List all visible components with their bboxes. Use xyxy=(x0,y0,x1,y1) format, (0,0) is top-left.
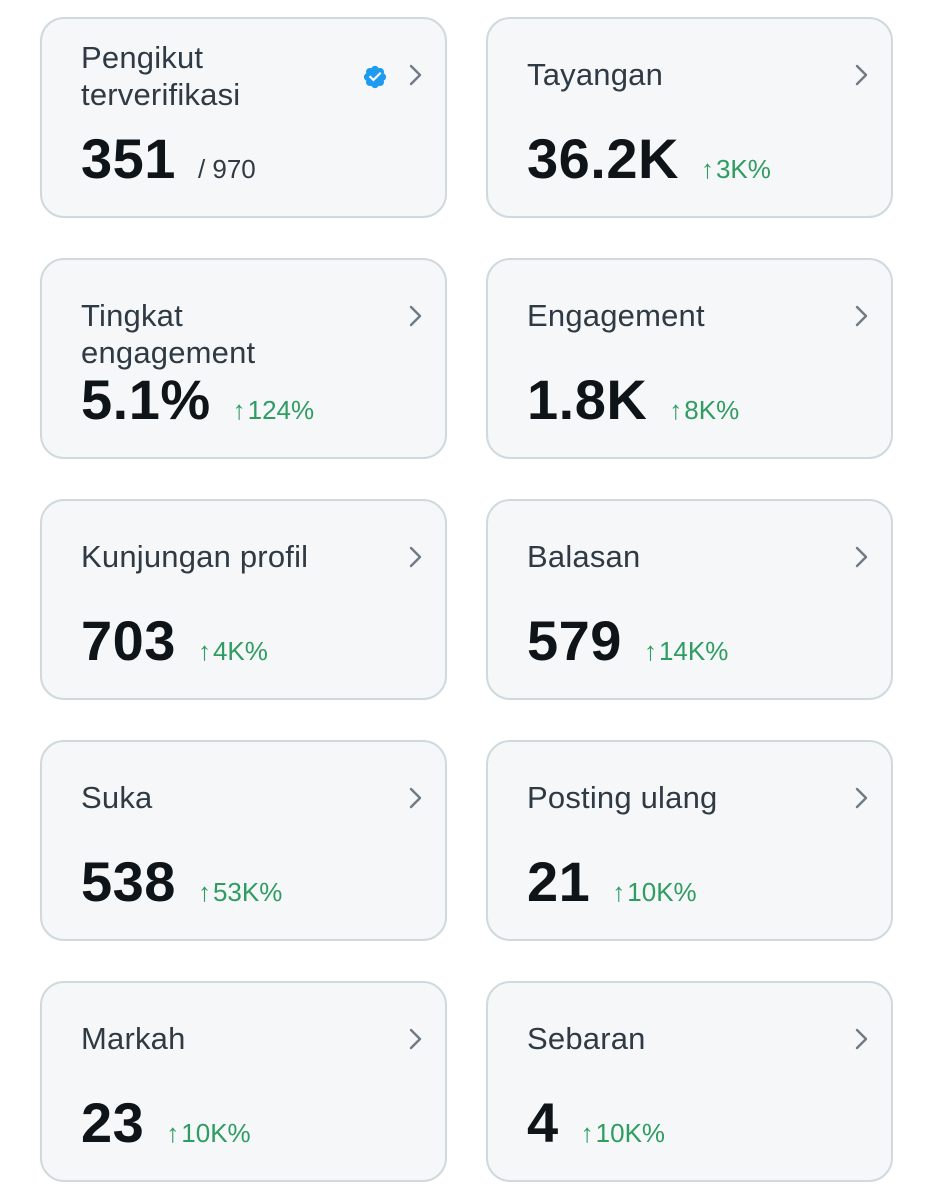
stat-delta: ↑ 10K% xyxy=(581,1118,665,1149)
stat-delta-value: 3K% xyxy=(715,154,771,184)
stat-value-row: 5.1% ↑ 124% xyxy=(81,368,314,432)
stat-value: 23 xyxy=(81,1091,145,1154)
stat-delta-value: 124% xyxy=(247,395,315,425)
stat-delta-value: 10K% xyxy=(595,1118,666,1148)
stat-value-row: 703 ↑ 4K% xyxy=(81,609,268,673)
stat-delta-value: 10K% xyxy=(181,1118,251,1148)
stat-card-engagement-rate[interactable]: Tingkat engagement 5.1% ↑ 124% xyxy=(40,258,447,459)
stat-value-row: 538 ↑ 53K% xyxy=(81,850,282,914)
stat-label: Balasan xyxy=(527,539,641,574)
stat-label: Tayangan xyxy=(527,57,664,92)
stat-value: 351 xyxy=(81,127,176,190)
chevron-right-icon xyxy=(851,786,873,810)
stat-card-bookmarks[interactable]: Markah 23 ↑ 10K% xyxy=(40,981,447,1182)
stat-card-verified-followers[interactable]: Pengikut terverifikasi 351 / 970 xyxy=(40,17,447,218)
stat-delta: ↑ 10K% xyxy=(612,877,696,908)
stat-value: 36.2K xyxy=(527,127,679,190)
stat-label: Sebaran xyxy=(527,1021,646,1056)
stat-delta-value: 4K% xyxy=(212,636,268,666)
stat-delta-value: 14K% xyxy=(658,636,729,666)
stat-card-engagement[interactable]: Engagement 1.8K ↑ 8K% xyxy=(486,258,893,459)
stat-card-replies[interactable]: Balasan 579 ↑ 14K% xyxy=(486,499,893,700)
stat-label: Kunjungan profil xyxy=(81,539,309,574)
chevron-right-icon xyxy=(405,1027,427,1051)
stat-card-shares[interactable]: Sebaran 4 ↑ 10K% xyxy=(486,981,893,1182)
chevron-right-icon xyxy=(405,545,427,569)
stat-delta-value: 10K% xyxy=(627,877,697,907)
stat-delta: ↑ 3K% xyxy=(701,154,771,185)
chevron-right-icon xyxy=(851,545,873,569)
chevron-right-icon xyxy=(851,1027,873,1051)
stat-total: / 970 xyxy=(197,154,256,184)
arrow-up-icon: ↑ xyxy=(669,395,683,425)
stat-value: 4 xyxy=(527,1091,559,1154)
stat-delta: ↑ 14K% xyxy=(644,636,728,667)
stat-card-reposts[interactable]: Posting ulang 21 ↑ 10K% xyxy=(486,740,893,941)
stat-delta: ↑ 8K% xyxy=(669,395,739,426)
stat-value-row: 23 ↑ 10K% xyxy=(81,1091,251,1155)
stat-value: 21 xyxy=(527,850,591,913)
chevron-right-icon xyxy=(405,63,427,87)
stat-delta: ↑ 124% xyxy=(233,395,315,426)
stat-delta-value: 53K% xyxy=(212,877,283,907)
stat-value: 703 xyxy=(81,609,176,672)
stat-value-row: 1.8K ↑ 8K% xyxy=(527,368,739,432)
stat-card-profile-visits[interactable]: Kunjungan profil 703 ↑ 4K% xyxy=(40,499,447,700)
arrow-up-icon: ↑ xyxy=(612,877,626,907)
arrow-up-icon: ↑ xyxy=(197,636,211,666)
stat-value-row: 4 ↑ 10K% xyxy=(527,1091,665,1155)
stat-value-row: 21 ↑ 10K% xyxy=(527,850,697,914)
stat-value: 1.8K xyxy=(527,368,648,431)
arrow-up-icon: ↑ xyxy=(643,636,657,666)
stats-grid: Pengikut terverifikasi 351 / 970 Tayanga… xyxy=(40,17,893,1182)
stat-card-impressions[interactable]: Tayangan 36.2K ↑ 3K% xyxy=(486,17,893,218)
stat-value-row: 36.2K ↑ 3K% xyxy=(527,127,771,191)
arrow-up-icon: ↑ xyxy=(232,395,246,425)
stat-label: Posting ulang xyxy=(527,780,718,815)
stat-card-likes[interactable]: Suka 538 ↑ 53K% xyxy=(40,740,447,941)
stat-label: Markah xyxy=(81,1021,186,1056)
stat-value-row: 351 / 970 xyxy=(81,127,256,191)
stat-value: 5.1% xyxy=(81,368,211,431)
stat-delta: ↑ 53K% xyxy=(198,877,282,908)
stat-label: Tingkat engagement xyxy=(81,298,256,370)
arrow-up-icon: ↑ xyxy=(700,154,714,184)
stat-value-row: 579 ↑ 14K% xyxy=(527,609,728,673)
stat-label: Engagement xyxy=(527,298,705,333)
arrow-up-icon: ↑ xyxy=(197,877,211,907)
stat-delta: ↑ 10K% xyxy=(166,1118,250,1149)
stat-label: Suka xyxy=(81,780,153,815)
verified-badge-icon xyxy=(362,64,388,90)
stat-delta-value: 8K% xyxy=(684,395,740,425)
chevron-right-icon xyxy=(405,786,427,810)
chevron-right-icon xyxy=(851,63,873,87)
arrow-up-icon: ↑ xyxy=(166,1118,180,1148)
chevron-right-icon xyxy=(851,304,873,328)
stat-delta: ↑ 4K% xyxy=(198,636,268,667)
chevron-right-icon xyxy=(405,304,427,328)
stat-value: 538 xyxy=(81,850,176,913)
stat-label: Pengikut terverifikasi xyxy=(81,40,241,112)
arrow-up-icon: ↑ xyxy=(580,1118,594,1148)
stat-value: 579 xyxy=(527,609,622,672)
